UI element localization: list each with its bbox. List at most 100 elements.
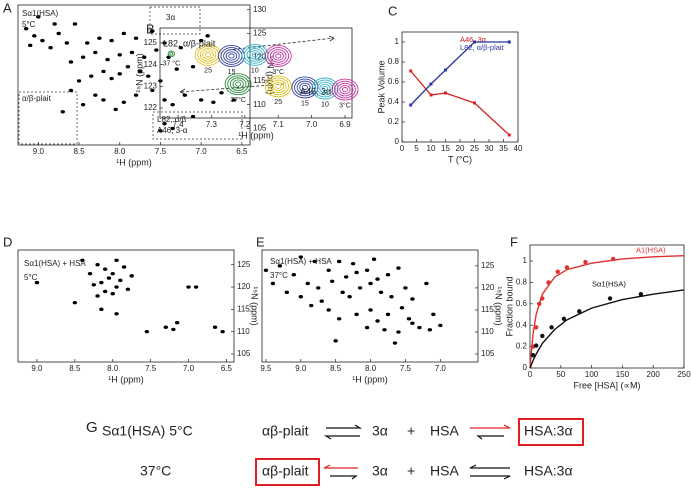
contour-ring (251, 52, 258, 58)
contour-ring (264, 75, 292, 98)
plot-frame (159, 27, 353, 119)
peak (99, 307, 104, 312)
contour-ring (224, 73, 252, 96)
y-tick-label: 123 (144, 81, 158, 90)
data-point (610, 256, 616, 262)
x-tick-label: 30 (485, 144, 494, 153)
peak (60, 110, 65, 114)
marker (444, 68, 447, 72)
y-tick-label: 105 (253, 123, 267, 132)
peak (114, 285, 119, 289)
x-axis-label: T (°C) (448, 154, 472, 164)
panel-label: E (256, 234, 265, 249)
data-point (549, 325, 554, 330)
peak (211, 100, 216, 104)
contour-ring (169, 51, 174, 56)
peak (174, 321, 180, 325)
data-point (540, 296, 545, 301)
contour-ring (331, 78, 359, 101)
peak (95, 263, 100, 267)
peak (186, 285, 191, 289)
contour-ring (275, 53, 282, 59)
y-tick-label: 0.2 (388, 117, 400, 126)
scheme-text: HSA:3α (524, 463, 573, 479)
scheme-text: HSA (430, 463, 459, 479)
peak (93, 50, 98, 55)
peak (378, 290, 384, 295)
marker (429, 82, 433, 86)
contour-ring (321, 85, 329, 92)
x-tick-label: 7.2 (239, 120, 251, 129)
peak (93, 93, 98, 97)
contour-ring (294, 78, 316, 97)
peak (364, 325, 370, 330)
scheme-text: αβ-plait (262, 423, 309, 439)
x-tick-label: 8.5 (330, 364, 342, 373)
peak (212, 325, 218, 329)
data-point (607, 296, 613, 301)
peak (146, 74, 151, 78)
x-tick-label: 7.0 (183, 364, 195, 373)
peak (64, 41, 70, 45)
peak (438, 323, 443, 328)
contour-ring (202, 50, 214, 60)
panel-label: C (388, 3, 397, 18)
peak (113, 107, 118, 112)
peak-label: 10 (251, 68, 259, 75)
plot-frame (529, 244, 685, 369)
data-point (583, 259, 588, 265)
x-tick-label: 6.5 (236, 147, 248, 156)
peak (162, 121, 167, 126)
marker (473, 40, 476, 44)
row-label: L82, α/β-plait (163, 38, 216, 48)
peak (205, 34, 210, 38)
peak (174, 67, 179, 71)
peak-label: 37°C (230, 96, 246, 104)
annotation: 3α (166, 13, 175, 22)
region-box (149, 6, 201, 35)
x-tick-label: 250 (677, 370, 691, 379)
contour-peak (167, 50, 176, 58)
peak (101, 98, 106, 102)
x-tick-label: 5 (414, 144, 419, 153)
peak (385, 312, 391, 317)
peak (171, 327, 176, 332)
contour-ring (339, 84, 351, 95)
peak (102, 289, 108, 294)
contour-ring (229, 77, 247, 91)
x-tick-label: 10 (427, 144, 436, 153)
data-point (530, 352, 536, 358)
peak (198, 38, 204, 43)
peak (291, 272, 297, 277)
peak (84, 41, 90, 45)
y-tick-label: 0.8 (388, 57, 400, 66)
peak-label: 25 (204, 68, 212, 75)
peak (298, 295, 303, 299)
x-tick-label: 8.0 (365, 364, 377, 373)
contour-ring (264, 45, 292, 67)
fit-curve (529, 289, 685, 369)
peak (350, 261, 356, 266)
peak (343, 275, 349, 279)
contour-ring (272, 51, 284, 61)
y-tick-label: 115 (237, 304, 250, 313)
peak (68, 60, 74, 64)
peak (129, 274, 134, 278)
peak (110, 292, 115, 296)
x-tick-label: 15 (441, 144, 450, 153)
peak (125, 287, 131, 291)
contour-peak (264, 45, 292, 67)
scheme-text: + (407, 463, 415, 479)
x-axis-label: ¹H (ppm) (116, 157, 152, 167)
plot-frame (17, 4, 251, 146)
x-tick-label: 8.0 (114, 147, 126, 156)
x-tick-label: 40 (514, 144, 523, 153)
scheme-text: 3α (372, 423, 388, 439)
peak (80, 102, 86, 107)
peak (312, 259, 317, 264)
y-tick-label: 0.2 (516, 342, 528, 351)
peak (396, 266, 401, 270)
peak (340, 290, 345, 295)
x-tick-label: 7.5 (400, 364, 412, 373)
data-point (561, 316, 567, 321)
